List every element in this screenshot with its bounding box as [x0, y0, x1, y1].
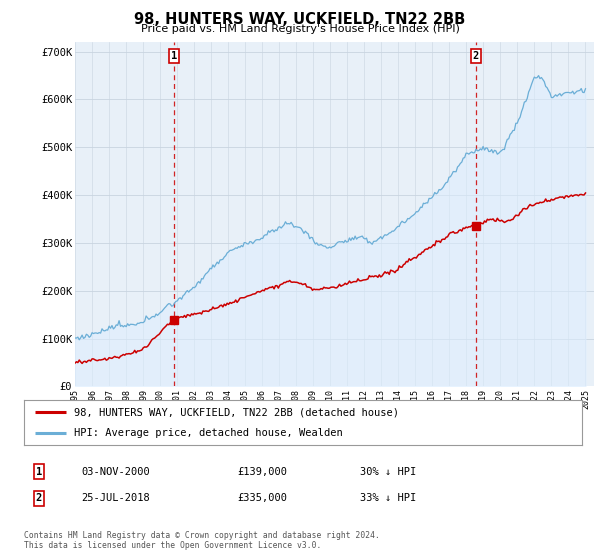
Text: 1: 1 — [36, 466, 42, 477]
Text: 30% ↓ HPI: 30% ↓ HPI — [360, 466, 416, 477]
Text: 25-JUL-2018: 25-JUL-2018 — [81, 493, 150, 503]
Text: HPI: Average price, detached house, Wealden: HPI: Average price, detached house, Weal… — [74, 428, 343, 438]
Text: 03-NOV-2000: 03-NOV-2000 — [81, 466, 150, 477]
Text: £335,000: £335,000 — [237, 493, 287, 503]
Text: Contains HM Land Registry data © Crown copyright and database right 2024.
This d: Contains HM Land Registry data © Crown c… — [24, 531, 380, 550]
Text: Price paid vs. HM Land Registry's House Price Index (HPI): Price paid vs. HM Land Registry's House … — [140, 24, 460, 34]
Text: £139,000: £139,000 — [237, 466, 287, 477]
Text: 2: 2 — [36, 493, 42, 503]
Text: 2: 2 — [473, 52, 479, 62]
Text: 33% ↓ HPI: 33% ↓ HPI — [360, 493, 416, 503]
Text: 98, HUNTERS WAY, UCKFIELD, TN22 2BB (detached house): 98, HUNTERS WAY, UCKFIELD, TN22 2BB (det… — [74, 408, 399, 418]
Text: 98, HUNTERS WAY, UCKFIELD, TN22 2BB: 98, HUNTERS WAY, UCKFIELD, TN22 2BB — [134, 12, 466, 27]
Text: 1: 1 — [171, 52, 178, 62]
